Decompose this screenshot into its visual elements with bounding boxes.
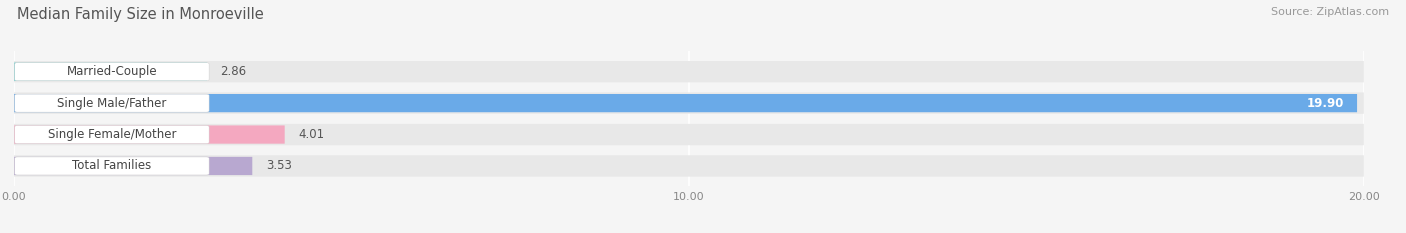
FancyBboxPatch shape (14, 61, 1364, 82)
Text: Source: ZipAtlas.com: Source: ZipAtlas.com (1271, 7, 1389, 17)
Text: 4.01: 4.01 (298, 128, 325, 141)
FancyBboxPatch shape (14, 125, 284, 144)
FancyBboxPatch shape (14, 93, 1364, 114)
Text: Total Families: Total Families (72, 159, 152, 172)
FancyBboxPatch shape (14, 155, 1364, 177)
FancyBboxPatch shape (14, 126, 209, 144)
FancyBboxPatch shape (14, 63, 207, 81)
Text: Married-Couple: Married-Couple (66, 65, 157, 78)
FancyBboxPatch shape (14, 157, 252, 175)
Text: 19.90: 19.90 (1306, 97, 1344, 110)
FancyBboxPatch shape (14, 63, 209, 81)
Text: 2.86: 2.86 (221, 65, 246, 78)
Text: Median Family Size in Monroeville: Median Family Size in Monroeville (17, 7, 263, 22)
FancyBboxPatch shape (14, 124, 1364, 145)
Text: 3.53: 3.53 (266, 159, 291, 172)
FancyBboxPatch shape (14, 157, 209, 175)
Text: Single Male/Father: Single Male/Father (58, 97, 166, 110)
Text: Single Female/Mother: Single Female/Mother (48, 128, 176, 141)
FancyBboxPatch shape (14, 94, 209, 112)
FancyBboxPatch shape (14, 94, 1357, 112)
